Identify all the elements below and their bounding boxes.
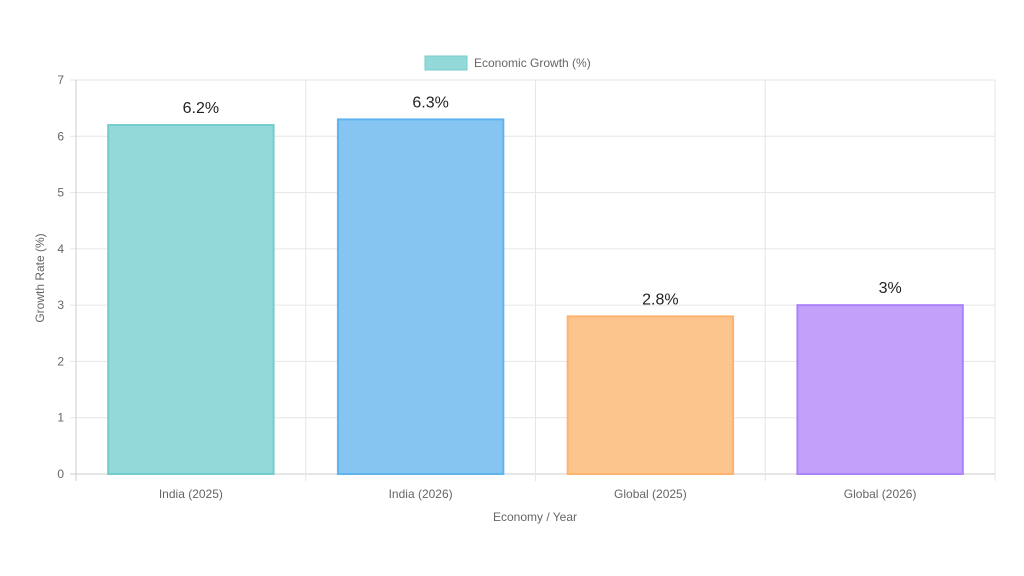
y-tick-label: 6: [57, 129, 64, 143]
x-tick-label: Global (2026): [844, 487, 917, 501]
y-tick-label: 4: [57, 242, 64, 256]
bar[interactable]: [566, 315, 735, 475]
y-axis-ticks: 0 1 2 3 4 5 6 7: [57, 73, 64, 481]
bar[interactable]: [107, 124, 275, 476]
data-label: 3%: [879, 280, 902, 297]
x-tick-label: India (2025): [159, 487, 223, 501]
y-axis-title: Growth Rate (%): [33, 233, 47, 322]
y-tick-label: 0: [57, 467, 64, 481]
bar[interactable]: [336, 118, 505, 476]
x-tick-label: Global (2025): [614, 487, 687, 501]
legend[interactable]: Economic Growth (%): [424, 55, 591, 71]
y-tick-label: 5: [57, 186, 64, 200]
bars: [107, 118, 964, 476]
data-label: 2.8%: [642, 291, 678, 308]
x-axis-title: Economy / Year: [493, 510, 577, 524]
x-axis-ticks: India (2025) India (2026) Global (2025) Glo…: [159, 487, 917, 501]
y-tick-label: 7: [57, 73, 64, 87]
data-label: 6.3%: [412, 94, 448, 111]
y-tick-label: 1: [57, 411, 64, 425]
legend-swatch[interactable]: [424, 55, 468, 71]
x-tick-label: India (2026): [389, 487, 453, 501]
data-labels: 6.2% 6.3% 2.8% 3%: [183, 94, 902, 308]
bar[interactable]: [796, 304, 964, 475]
legend-label[interactable]: Economic Growth (%): [474, 56, 591, 70]
y-tick-label: 3: [57, 298, 64, 312]
y-tick-label: 2: [57, 354, 64, 368]
data-label: 6.2%: [183, 100, 219, 117]
